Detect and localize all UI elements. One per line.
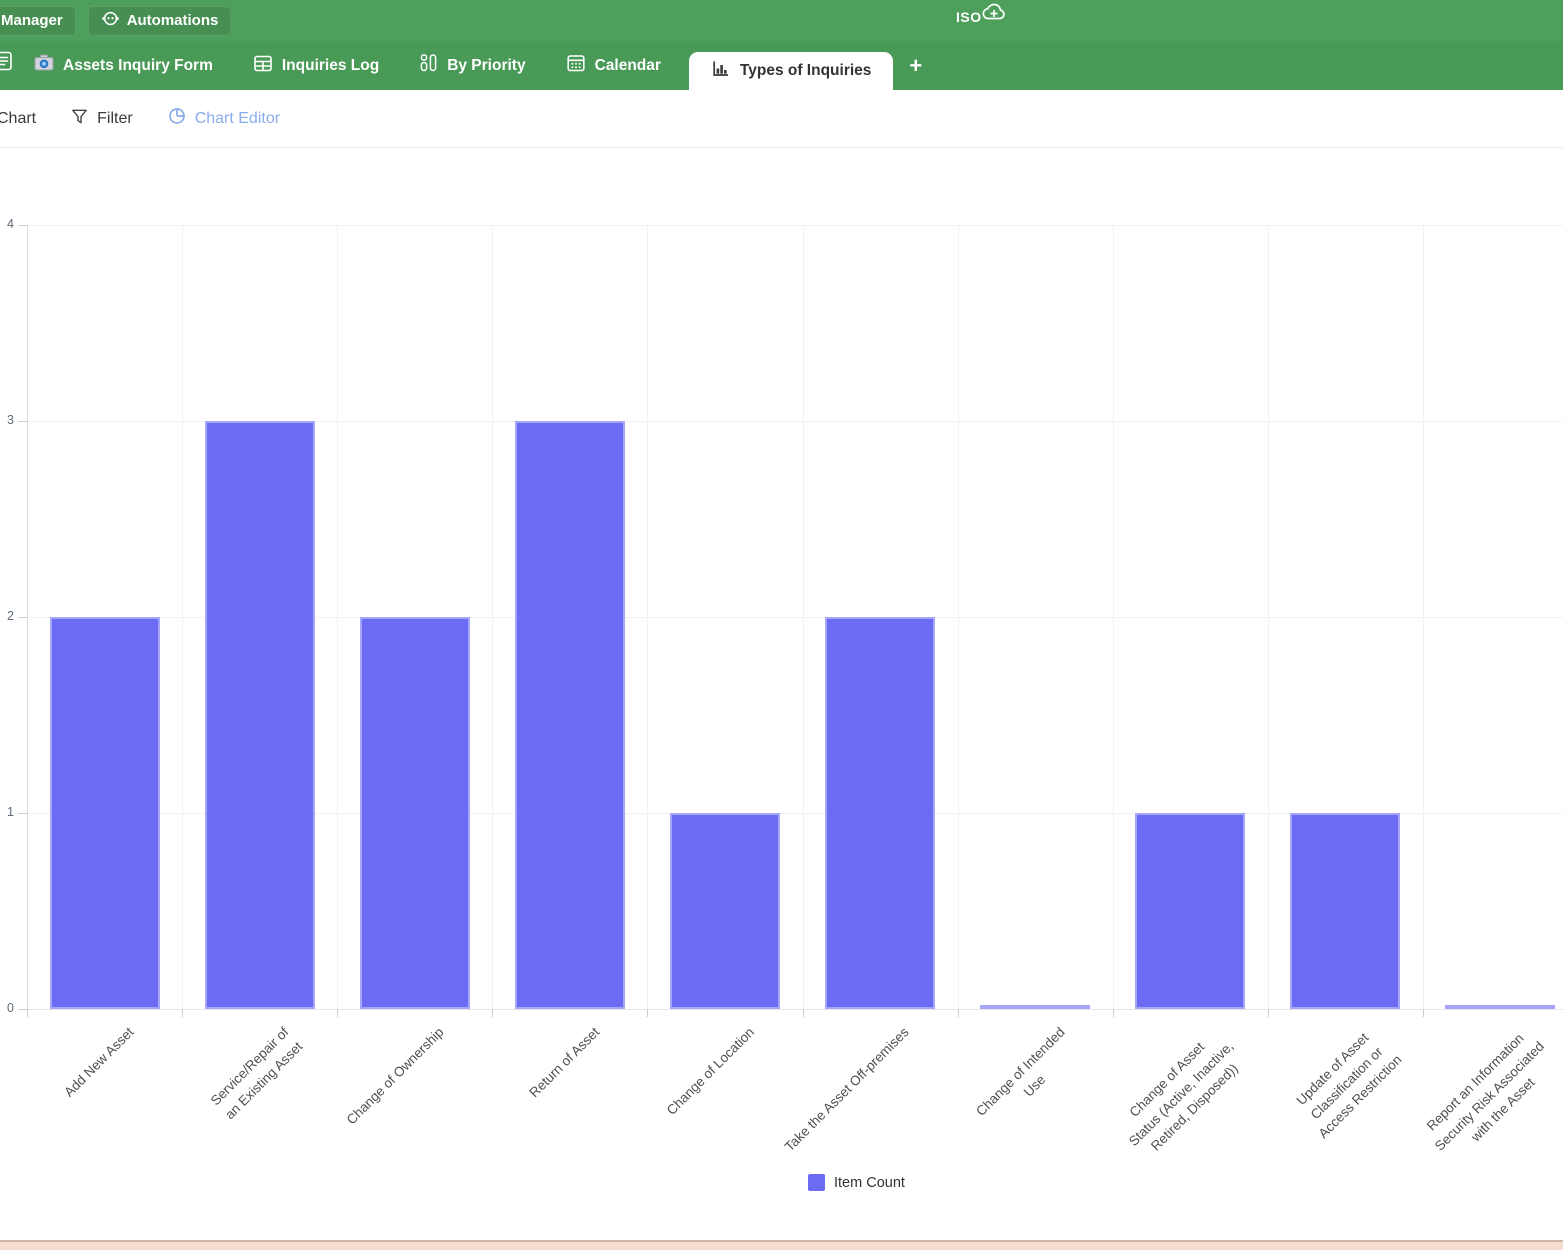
chart-button[interactable]: Chart: [0, 110, 36, 128]
bottom-strip: [0, 1240, 1563, 1250]
bar-8[interactable]: [1135, 813, 1246, 1009]
cloud-plus-icon: [982, 3, 1009, 27]
tab-types-of-inquiries[interactable]: Types of Inquiries: [688, 52, 894, 90]
manager-button[interactable]: Manager: [0, 5, 76, 36]
gridline-y-1: [27, 813, 1563, 814]
bar-10[interactable]: [1445, 1005, 1556, 1009]
app-header: Manager Automations ISO: [0, 0, 1563, 41]
gridline-x-2: [337, 225, 339, 1009]
bar-6[interactable]: [825, 617, 936, 1009]
chart-editor-button[interactable]: Chart Editor: [167, 106, 280, 131]
funnel-icon: [70, 107, 89, 131]
x-tick-6: [957, 1009, 959, 1017]
y-axis-label-4: 4: [7, 217, 14, 231]
x-axis-label-8: Change of Asset Status (Active, Inactive…: [1125, 1038, 1242, 1154]
gridline-y-3: [27, 421, 1563, 422]
y-axis-label-1: 1: [7, 805, 14, 819]
gridline-y-4: [27, 225, 1563, 226]
bar-1[interactable]: [49, 617, 160, 1009]
tab-label: Calendar: [594, 56, 661, 74]
chart-toolbar: Chart Filter Chart Editor: [0, 90, 1563, 148]
tab-by-priority[interactable]: By Priority: [399, 41, 545, 90]
x-tick-5: [802, 1009, 804, 1017]
tab-label: Types of Inquiries: [739, 62, 872, 79]
x-tick-3: [492, 1009, 494, 1017]
pie-chart-icon: [167, 106, 187, 131]
y-axis-line: [27, 225, 28, 1009]
x-axis-label-10: Report an Information Security Risk Asso…: [1423, 1030, 1547, 1154]
automations-button[interactable]: Automations: [87, 5, 232, 36]
legend-swatch: [808, 1174, 825, 1191]
tab-label: Assets Inquiry Form: [63, 56, 213, 74]
x-tick-0: [27, 1009, 28, 1017]
filter-button-label: Filter: [97, 109, 133, 127]
x-axis-label-1: Add New Asset: [61, 1024, 137, 1100]
x-tick-9: [1422, 1009, 1424, 1017]
filter-button[interactable]: Filter: [70, 107, 133, 131]
legend-label: Item Count: [834, 1174, 905, 1191]
x-tick-8: [1267, 1009, 1269, 1017]
gridline-x-8: [1267, 225, 1269, 1009]
view-tab-bar: Assets Inquiry Form Inquiries Log By Pri…: [0, 41, 1563, 90]
x-axis-label-4: Return of Asset: [525, 1024, 602, 1101]
y-tick-2: [18, 617, 27, 618]
y-axis-label-3: 3: [7, 413, 14, 427]
y-axis-label-2: 2: [7, 609, 14, 623]
kanban-icon: [419, 53, 438, 78]
x-tick-2: [337, 1009, 339, 1017]
bar-4[interactable]: [514, 421, 625, 1009]
bar-9[interactable]: [1290, 813, 1401, 1009]
x-axis-label-5: Change of Location: [663, 1024, 757, 1118]
gridline-x-3: [492, 225, 494, 1009]
automations-button-label: Automations: [126, 12, 219, 29]
form-icon: [0, 51, 14, 76]
x-tick-7: [1112, 1009, 1114, 1017]
gridline-x-5: [802, 225, 804, 1009]
y-tick-1: [18, 813, 27, 814]
add-tab-button[interactable]: +: [909, 52, 923, 78]
tab-label: Inquiries Log: [281, 56, 380, 74]
y-tick-0: [18, 1009, 27, 1010]
calendar-icon: [566, 53, 586, 78]
bar-5[interactable]: [669, 813, 780, 1009]
table-icon: [253, 54, 273, 78]
bar-3[interactable]: [359, 617, 470, 1009]
x-axis-label-2: Service/Repair of an Existing Asset: [207, 1024, 306, 1122]
x-tick-1: [182, 1009, 184, 1017]
gridline-x-7: [1112, 225, 1114, 1009]
bar-2[interactable]: [204, 421, 315, 1009]
chart-editor-label: Chart Editor: [194, 109, 281, 127]
gridline-x-6: [957, 225, 959, 1009]
bar-7[interactable]: [980, 1005, 1091, 1009]
tab-label: By Priority: [447, 56, 526, 74]
robot-icon: [101, 9, 120, 32]
iso-label: ISO: [956, 8, 982, 25]
gridline-y-0: [27, 1009, 1563, 1010]
bar-chart-plot: 0 1 2 3 4 Add New Asset Service/Repair of an E…: [0, 148, 1563, 1240]
tab-calendar[interactable]: Calendar: [546, 41, 681, 90]
y-axis-label-0: 0: [7, 1001, 14, 1015]
gridline-x-1: [182, 225, 184, 1009]
manager-button-label: Manager: [1, 12, 63, 29]
gridline-y-2: [27, 617, 1563, 618]
bar-chart-icon: [711, 59, 731, 83]
legend-item-count[interactable]: Item Count: [808, 1174, 905, 1191]
y-tick-3: [18, 421, 27, 422]
x-axis-label-9: Update of Asset Classification or Access…: [1293, 1029, 1406, 1142]
x-tick-4: [647, 1009, 649, 1017]
camera-icon: [34, 54, 54, 77]
x-axis-label-6: Take the Asset Off-premises: [782, 1024, 913, 1155]
gridline-x-4: [647, 225, 649, 1009]
tab-inquiries-log[interactable]: Inquiries Log: [233, 41, 399, 90]
y-tick-4: [18, 225, 27, 226]
x-axis-label-3: Change of Ownership: [343, 1024, 447, 1128]
x-axis-label-7: Change of Intended Use: [972, 1024, 1068, 1119]
gridline-x-9: [1422, 225, 1424, 1009]
tab-assets-inquiry-form[interactable]: Assets Inquiry Form: [14, 41, 233, 90]
chart-canvas: 0 1 2 3 4 Add New Asset Service/Repair of an E…: [0, 148, 1563, 1240]
chart-button-label: Chart: [0, 109, 37, 127]
iso-sync-indicator: ISO: [956, 3, 1009, 27]
